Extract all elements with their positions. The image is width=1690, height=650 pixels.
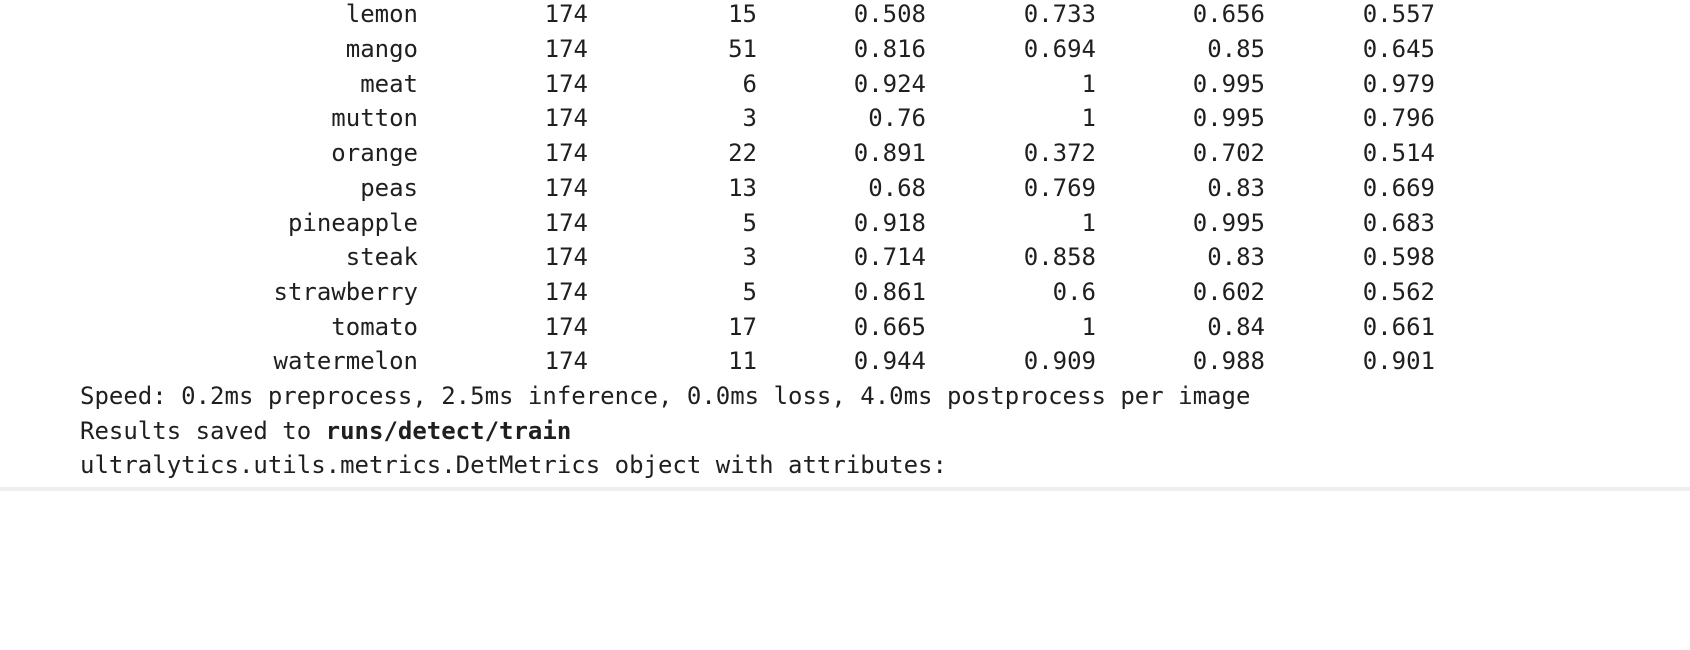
map50-cell: 0.83 <box>1207 174 1265 202</box>
class-name-cell: strawberry <box>273 278 419 306</box>
recall-cell: 0.733 <box>1023 0 1096 28</box>
precision-cell: 0.68 <box>868 174 926 202</box>
class-name-cell: lemon <box>345 0 418 28</box>
precision-cell: 0.861 <box>853 278 926 306</box>
recall-cell: 1 <box>1081 70 1096 98</box>
table-row: pineapple 174 5 0.918 1 0.995 0.683 <box>0 206 1690 240</box>
class-name-cell: pineapple <box>287 209 418 237</box>
instances-cell: 3 <box>742 243 757 271</box>
map50-cell: 0.995 <box>1192 70 1265 98</box>
map50-95-cell: 0.514 <box>1362 139 1435 167</box>
images-cell: 174 <box>544 313 588 341</box>
images-cell: 174 <box>544 278 588 306</box>
map50-cell: 0.988 <box>1192 347 1265 375</box>
images-cell: 174 <box>544 35 588 63</box>
precision-cell: 0.891 <box>853 139 926 167</box>
speed-line: Speed: 0.2ms preprocess, 2.5ms inference… <box>80 382 1251 410</box>
table-row: meat 174 6 0.924 1 0.995 0.979 <box>0 67 1690 101</box>
table-row: strawberry 174 5 0.861 0.6 0.602 0.562 <box>0 275 1690 309</box>
map50-cell: 0.84 <box>1207 313 1265 341</box>
map50-95-cell: 0.661 <box>1362 313 1435 341</box>
instances-cell: 51 <box>728 35 757 63</box>
map50-95-cell: 0.901 <box>1362 347 1435 375</box>
instances-cell: 22 <box>728 139 757 167</box>
table-row: steak 174 3 0.714 0.858 0.83 0.598 <box>0 240 1690 274</box>
results-prefix: Results saved to <box>80 417 326 445</box>
table-row: watermelon 174 11 0.944 0.909 0.988 0.90… <box>0 344 1690 378</box>
map50-cell: 0.83 <box>1207 243 1265 271</box>
table-row: peas 174 13 0.68 0.769 0.83 0.669 <box>0 171 1690 205</box>
recall-cell: 0.909 <box>1023 347 1096 375</box>
map50-95-cell: 0.645 <box>1362 35 1435 63</box>
table-row: tomato 174 17 0.665 1 0.84 0.661 <box>0 310 1690 344</box>
precision-cell: 0.924 <box>853 70 926 98</box>
instances-cell: 11 <box>728 347 757 375</box>
map50-cell: 0.85 <box>1207 35 1265 63</box>
class-name-cell: watermelon <box>273 347 419 375</box>
images-cell: 174 <box>544 139 588 167</box>
map50-95-cell: 0.598 <box>1362 243 1435 271</box>
instances-cell: 5 <box>742 278 757 306</box>
class-name-cell: orange <box>331 139 418 167</box>
precision-cell: 0.714 <box>853 243 926 271</box>
precision-cell: 0.816 <box>853 35 926 63</box>
map50-cell: 0.702 <box>1192 139 1265 167</box>
map50-95-cell: 0.557 <box>1362 0 1435 28</box>
recall-cell: 1 <box>1081 104 1096 132</box>
images-cell: 174 <box>544 0 588 28</box>
table-row: orange 174 22 0.891 0.372 0.702 0.514 <box>0 136 1690 170</box>
instances-cell: 13 <box>728 174 757 202</box>
class-name-cell: meat <box>360 70 418 98</box>
instances-cell: 15 <box>728 0 757 28</box>
class-name-cell: steak <box>345 243 418 271</box>
recall-cell: 0.6 <box>1052 278 1096 306</box>
images-cell: 174 <box>544 347 588 375</box>
table-row: mutton 174 3 0.76 1 0.995 0.796 <box>0 101 1690 135</box>
map50-cell: 0.995 <box>1192 104 1265 132</box>
metrics-object-line: ultralytics.utils.metrics.DetMetrics obj… <box>80 451 947 479</box>
instances-cell: 5 <box>742 209 757 237</box>
instances-cell: 3 <box>742 104 757 132</box>
class-name-cell: peas <box>360 174 418 202</box>
precision-cell: 0.918 <box>853 209 926 237</box>
recall-cell: 0.769 <box>1023 174 1096 202</box>
table-row: lemon 174 15 0.508 0.733 0.656 0.557 <box>0 0 1690 31</box>
recall-cell: 1 <box>1081 313 1096 341</box>
results-line: Results saved to runs/detect/train <box>80 414 571 448</box>
recall-cell: 0.372 <box>1023 139 1096 167</box>
map50-95-cell: 0.669 <box>1362 174 1435 202</box>
map50-95-cell: 0.683 <box>1362 209 1435 237</box>
table-row: mango 174 51 0.816 0.694 0.85 0.645 <box>0 32 1690 66</box>
results-path: runs/detect/train <box>325 417 572 445</box>
precision-cell: 0.76 <box>868 104 926 132</box>
images-cell: 174 <box>544 243 588 271</box>
precision-cell: 0.944 <box>853 347 926 375</box>
instances-cell: 6 <box>742 70 757 98</box>
images-cell: 174 <box>544 104 588 132</box>
map50-cell: 0.995 <box>1192 209 1265 237</box>
images-cell: 174 <box>544 70 588 98</box>
class-name-cell: tomato <box>331 313 418 341</box>
map50-95-cell: 0.562 <box>1362 278 1435 306</box>
instances-cell: 17 <box>728 313 757 341</box>
precision-cell: 0.665 <box>853 313 926 341</box>
recall-cell: 1 <box>1081 209 1096 237</box>
recall-cell: 0.858 <box>1023 243 1096 271</box>
images-cell: 174 <box>544 174 588 202</box>
map50-cell: 0.602 <box>1192 278 1265 306</box>
images-cell: 174 <box>544 209 588 237</box>
map50-95-cell: 0.796 <box>1362 104 1435 132</box>
precision-cell: 0.508 <box>853 0 926 28</box>
console-output: lemon 174 15 0.508 0.733 0.656 0.557 man… <box>0 0 1690 491</box>
output-bottom-border <box>0 487 1690 491</box>
class-name-cell: mango <box>345 35 418 63</box>
class-name-cell: mutton <box>331 104 418 132</box>
recall-cell: 0.694 <box>1023 35 1096 63</box>
map50-95-cell: 0.979 <box>1362 70 1435 98</box>
map50-cell: 0.656 <box>1192 0 1265 28</box>
